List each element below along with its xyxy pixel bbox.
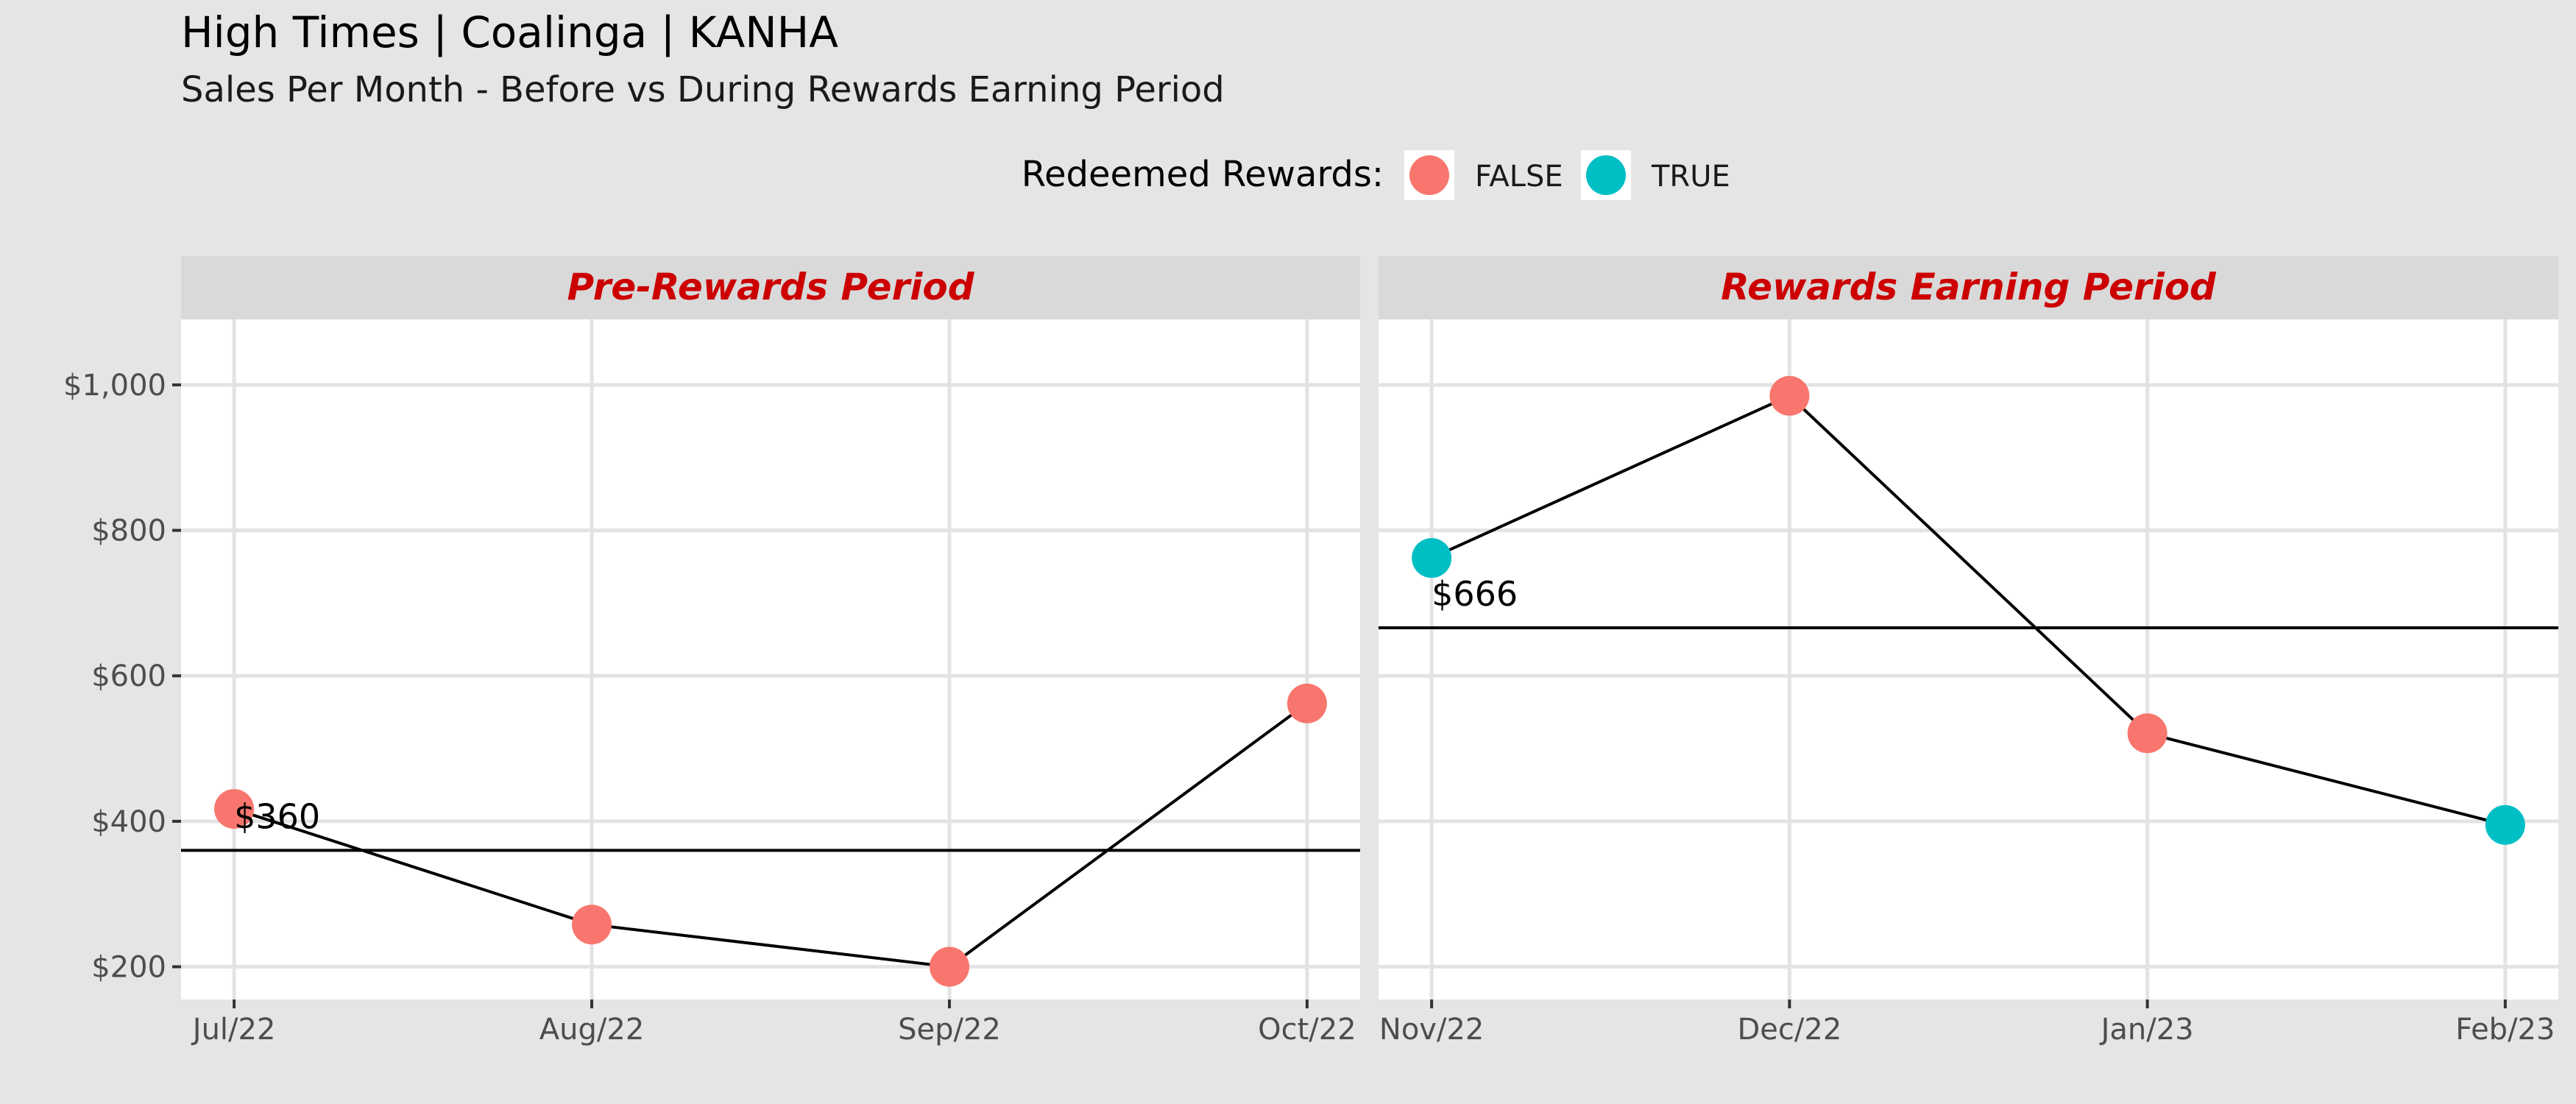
chart-title: High Times | Coalinga | KANHA [181, 7, 838, 57]
panel-strip [181, 256, 1360, 319]
x-tick-label: Feb/23 [2455, 1013, 2555, 1047]
panel-title: Rewards Earning Period [1721, 266, 2217, 308]
series-line [233, 702, 1309, 969]
y-tick-label: $600 [91, 659, 166, 693]
data-point [1769, 375, 1810, 416]
panel-background [181, 319, 1360, 999]
data-point [572, 905, 612, 945]
data-point [1412, 538, 1452, 578]
data-point [214, 789, 255, 829]
panel-title: Pre-Rewards Period [567, 266, 974, 308]
y-tick-label: $200 [91, 951, 166, 985]
legend: Redeemed Rewards: FALSE TRUE [1022, 150, 1730, 200]
x-tick-label: Aug/22 [539, 1013, 644, 1047]
data-point [1287, 683, 1327, 723]
chart-panels: Pre-Rewards Period $360 Jul/22 Aug/22 Sep/22… [63, 256, 2558, 1047]
y-tick-label: $800 [91, 514, 166, 548]
series-line [1431, 394, 2506, 827]
mean-label: $666 [1432, 574, 1518, 614]
data-point [2127, 713, 2168, 754]
y-tick-label: $400 [91, 805, 166, 839]
panel-background [1379, 319, 2558, 999]
legend-label-false: FALSE [1475, 160, 1563, 194]
y-tick-label: $1,000 [63, 369, 166, 403]
legend-title: Redeemed Rewards: [1022, 154, 1384, 195]
mean-label: $360 [234, 796, 320, 836]
panel-1: Pre-Rewards Period $360 Jul/22 Aug/22 Sep/22… [63, 256, 1360, 1047]
data-point [929, 946, 969, 987]
x-tick-label: Sep/22 [898, 1013, 1001, 1047]
data-point [2485, 804, 2525, 845]
x-tick-label: Nov/22 [1379, 1013, 1484, 1047]
x-tick-label: Jan/23 [2099, 1013, 2194, 1047]
legend-swatch-true [1586, 155, 1626, 195]
panel-2: Rewards Earning Period $666 Nov/22 Dec/22 Ja… [1379, 256, 2558, 1047]
chart-subtitle: Sales Per Month - Before vs During Rewar… [181, 69, 1225, 110]
x-tick-label: Jul/22 [191, 1013, 276, 1047]
legend-label-true: TRUE [1651, 160, 1730, 194]
x-tick-label: Oct/22 [1258, 1013, 1356, 1047]
legend-swatch-false [1409, 155, 1449, 195]
panel-strip [1379, 256, 2558, 319]
x-tick-label: Dec/22 [1737, 1013, 1841, 1047]
